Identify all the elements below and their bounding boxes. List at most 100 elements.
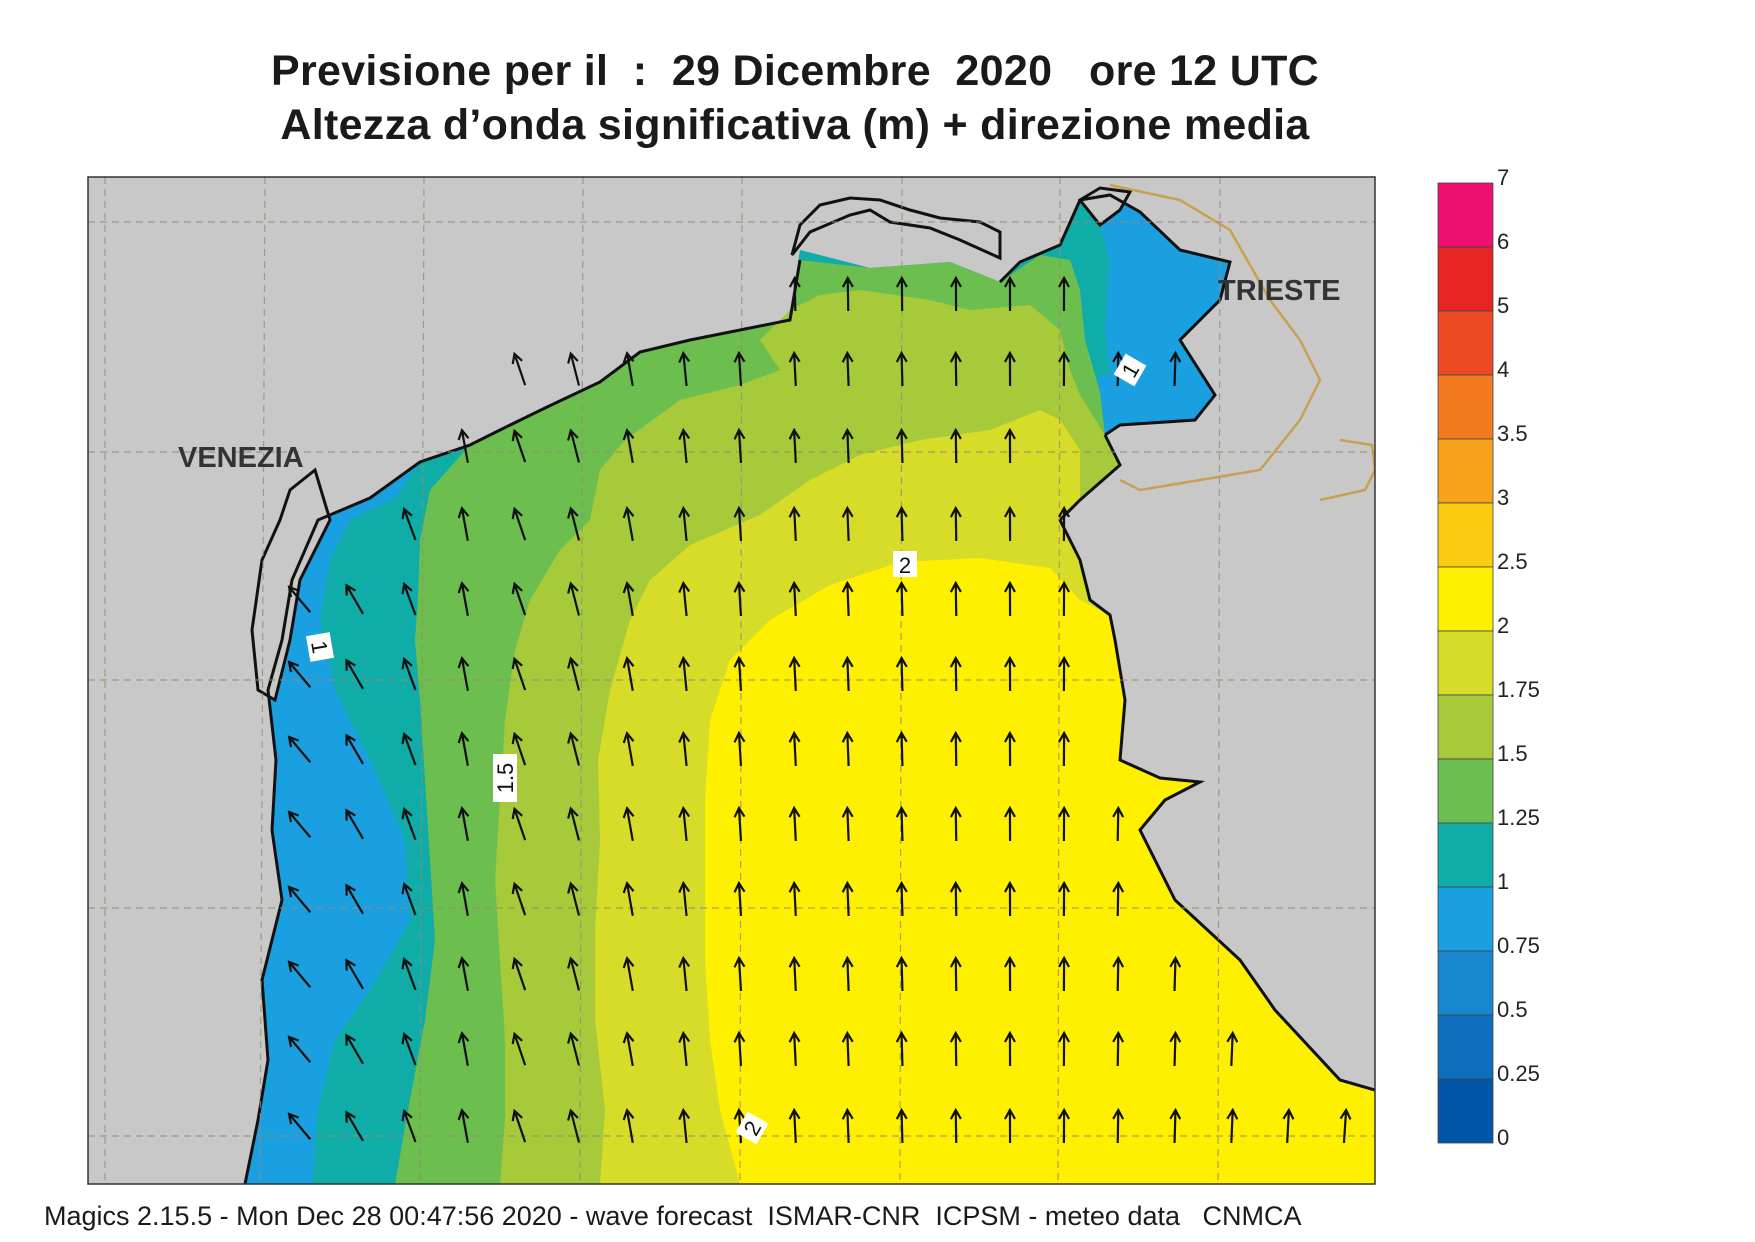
up-arrow-icon (401, 581, 417, 616)
up-arrow-icon (401, 656, 417, 691)
up-arrow-icon (788, 955, 801, 992)
legend-tick-label: 3 (1497, 485, 1509, 510)
up-arrow-icon (457, 731, 470, 766)
up-arrow-icon (733, 505, 746, 542)
up-arrow-icon (345, 1110, 364, 1142)
legend-tick-label: 2.5 (1497, 549, 1528, 574)
up-arrow-icon (678, 880, 691, 917)
up-arrow-icon (567, 428, 581, 463)
up-arrow-icon (841, 1030, 854, 1067)
up-arrow-icon (1058, 1107, 1071, 1144)
up-arrow-icon (511, 581, 527, 616)
up-arrow-icon (895, 1030, 908, 1067)
up-arrow-icon (622, 806, 635, 841)
up-arrow-icon (1003, 655, 1016, 692)
legend-tick-label: 4 (1497, 357, 1509, 382)
up-arrow-icon (567, 351, 581, 386)
up-arrow-icon (1058, 805, 1071, 842)
city-label-trieste: TRIESTE (1218, 275, 1340, 307)
up-arrow-icon (567, 506, 581, 541)
svg-text:1: 1 (306, 639, 333, 655)
up-arrow-icon (511, 506, 527, 541)
up-arrow-icon (457, 506, 470, 541)
up-arrow-icon (1112, 880, 1125, 917)
map-frame (87, 176, 1376, 1185)
contour-label-1-west: 1 (305, 632, 335, 662)
wave-direction-arrows (287, 275, 1352, 1144)
up-arrow-icon (841, 427, 854, 464)
up-arrow-icon (733, 350, 746, 387)
up-arrow-icon (1003, 1107, 1016, 1144)
up-arrow-icon (287, 960, 312, 988)
up-arrow-icon (622, 731, 635, 766)
up-arrow-icon (949, 655, 962, 692)
up-arrow-icon (287, 735, 312, 763)
up-arrow-icon (733, 805, 746, 842)
up-arrow-icon (895, 505, 908, 542)
up-arrow-icon (622, 956, 635, 991)
title-line-2: Altezza d’onda significativa (m) + direz… (280, 101, 1310, 149)
legend-tick-label: 1.5 (1497, 741, 1528, 766)
up-arrow-icon (788, 1030, 801, 1067)
up-arrow-icon (1058, 955, 1071, 992)
up-arrow-icon (401, 506, 417, 541)
contour-label-1-east: 1 (1113, 353, 1147, 387)
up-arrow-icon (287, 585, 312, 613)
up-arrow-icon (567, 1108, 581, 1143)
up-arrow-icon (1169, 1030, 1182, 1067)
up-arrow-icon (678, 805, 691, 842)
up-arrow-icon (1058, 880, 1071, 917)
up-arrow-icon (345, 883, 364, 915)
up-arrow-icon (345, 808, 364, 840)
up-arrow-icon (949, 350, 962, 387)
up-arrow-icon (567, 1031, 581, 1066)
up-arrow-icon (622, 506, 635, 541)
up-arrow-icon (1058, 505, 1071, 542)
sea-band-2 (705, 558, 1375, 1184)
up-arrow-icon (401, 1108, 417, 1143)
up-arrow-icon (511, 351, 527, 386)
up-arrow-icon (949, 955, 962, 992)
legend-swatch (1437, 694, 1494, 760)
map-title: Previsione per il : 29 Dicembre 2020 ore… (0, 44, 1590, 152)
up-arrow-icon (287, 1112, 312, 1140)
up-arrow-icon (1003, 955, 1016, 992)
up-arrow-icon (841, 505, 854, 542)
legend-swatch (1437, 822, 1494, 888)
up-arrow-icon (622, 1108, 635, 1143)
up-arrow-icon (788, 505, 801, 542)
up-arrow-icon (841, 655, 854, 692)
up-arrow-icon (788, 275, 801, 312)
up-arrow-icon (788, 880, 801, 917)
up-arrow-icon (345, 583, 364, 615)
legend-swatch (1437, 630, 1494, 696)
up-arrow-icon (895, 655, 908, 692)
up-arrow-icon (511, 881, 527, 916)
up-arrow-icon (1112, 1107, 1125, 1144)
up-arrow-icon (567, 581, 581, 616)
eastern-coastline (1058, 434, 1375, 1092)
up-arrow-icon (1339, 1107, 1352, 1144)
up-arrow-icon (345, 658, 364, 690)
up-arrow-icon (949, 880, 962, 917)
legend-swatch (1437, 566, 1494, 632)
up-arrow-icon (1169, 955, 1182, 992)
up-arrow-icon (511, 1108, 527, 1143)
title-line-1: Previsione per il : 29 Dicembre 2020 ore… (270, 47, 1320, 95)
up-arrow-icon (401, 881, 417, 916)
up-arrow-icon (567, 806, 581, 841)
up-arrow-icon (841, 880, 854, 917)
up-arrow-icon (622, 428, 635, 463)
up-arrow-icon (895, 350, 908, 387)
up-arrow-icon (511, 656, 527, 691)
up-arrow-icon (511, 731, 527, 766)
up-arrow-icon (457, 581, 470, 616)
up-arrow-icon (287, 1035, 312, 1063)
legend-tick-label: 6 (1497, 229, 1509, 254)
up-arrow-icon (949, 580, 962, 617)
up-arrow-icon (841, 1107, 854, 1144)
up-arrow-icon (345, 733, 364, 765)
up-arrow-icon (733, 955, 746, 992)
up-arrow-icon (678, 655, 691, 692)
legend-tick-label: 0.75 (1497, 933, 1540, 958)
